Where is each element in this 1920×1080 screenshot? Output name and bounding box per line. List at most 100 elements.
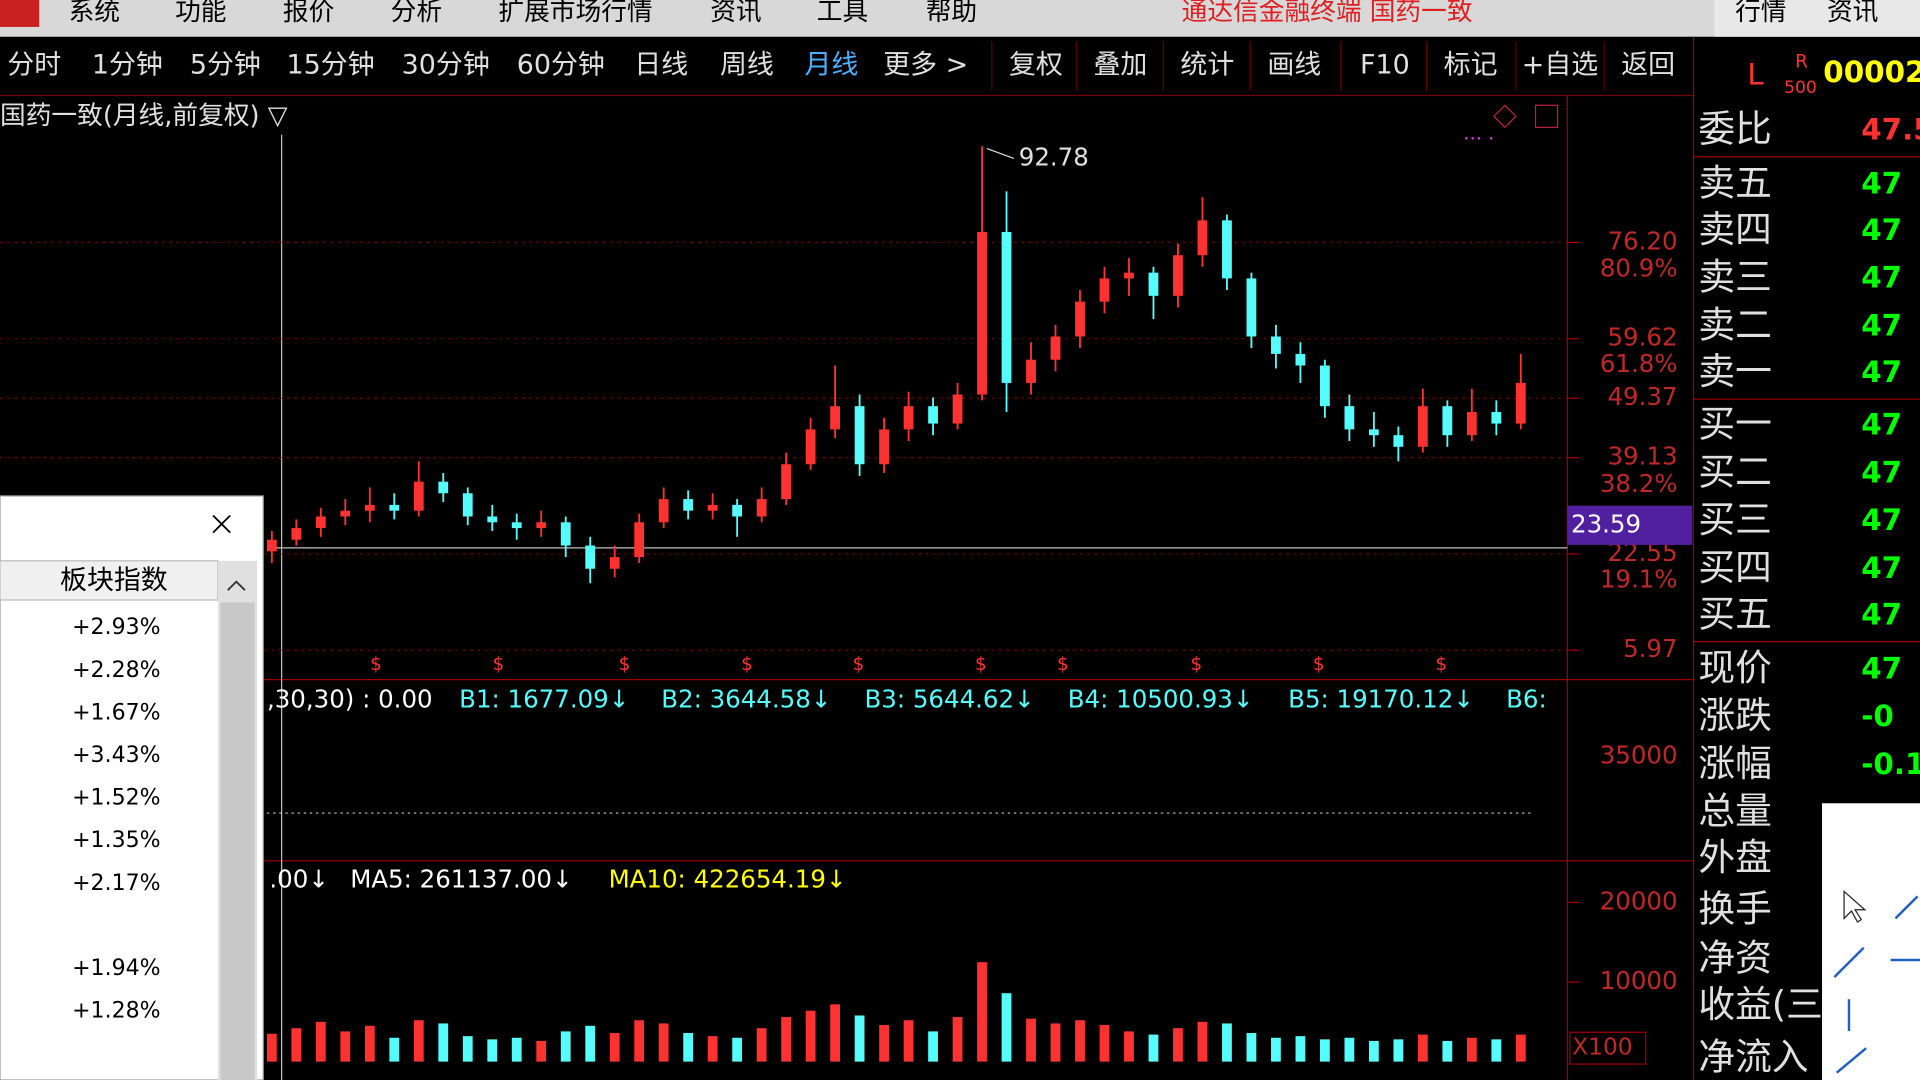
toolbar-button[interactable]: 60分钟 bbox=[517, 50, 605, 81]
diamond-icon[interactable] bbox=[1493, 104, 1517, 129]
quote-value: 47 bbox=[1861, 355, 1902, 389]
fib-label: 80.9% bbox=[1600, 253, 1678, 282]
volume-bar bbox=[609, 1032, 620, 1062]
quote-label: 换手 bbox=[1698, 888, 1771, 931]
line-tool[interactable] bbox=[1894, 895, 1919, 920]
indicator-label: ,30,30) : 0.00 bbox=[267, 684, 433, 713]
menu-item[interactable]: 资讯 bbox=[1827, 0, 1878, 27]
toolbar-button[interactable]: F10 bbox=[1360, 50, 1410, 81]
max-label: 92.78 bbox=[1019, 142, 1089, 171]
quote-label: 卖一 bbox=[1698, 350, 1771, 393]
y-tick-label: 20000 bbox=[1600, 886, 1678, 915]
toolbar-button[interactable]: 1分钟 bbox=[92, 50, 163, 81]
volume-label: MA5: 261137.00↓ bbox=[350, 864, 572, 893]
sector-change[interactable]: +1.28% bbox=[72, 999, 160, 1024]
sector-change[interactable]: +3.43% bbox=[72, 743, 160, 768]
quote-value: 47 bbox=[1861, 551, 1902, 585]
sector-change[interactable]: +1.67% bbox=[72, 700, 160, 725]
toolbar-button[interactable]: 复权 bbox=[1009, 50, 1063, 81]
volume-bar bbox=[1271, 1037, 1281, 1062]
scroll-thumb[interactable] bbox=[220, 602, 255, 1080]
price-panel: 国药一致(月线,前复权) ▽76.2059.6249.3739.1322.555… bbox=[0, 101, 1693, 675]
menu-right bbox=[1714, 0, 1920, 37]
candle-body bbox=[1515, 382, 1526, 424]
quote-label: 卖五 bbox=[1698, 161, 1771, 204]
sector-change[interactable]: +1.35% bbox=[72, 828, 160, 853]
volume-bar bbox=[585, 1025, 596, 1062]
menu-item[interactable]: 帮助 bbox=[926, 0, 977, 27]
volume-bar bbox=[658, 1023, 669, 1062]
menu-item[interactable]: 资讯 bbox=[710, 0, 761, 27]
toolbar-button[interactable]: 标记 bbox=[1444, 50, 1498, 81]
ray-tool[interactable] bbox=[1833, 946, 1865, 979]
toolbar-button[interactable]: 返回 bbox=[1621, 50, 1675, 81]
sector-change[interactable]: +2.17% bbox=[72, 871, 160, 896]
sector-change[interactable]: +1.94% bbox=[72, 956, 160, 981]
sector-change[interactable]: +1.52% bbox=[72, 786, 160, 811]
toolbar-button[interactable]: 分时 bbox=[7, 50, 61, 81]
candle-body bbox=[536, 522, 547, 529]
fib-label: 19.1% bbox=[1600, 564, 1678, 593]
candle-body bbox=[1148, 272, 1159, 296]
volume-bar bbox=[1075, 1020, 1085, 1062]
indicator-label: B3: 5644.62↓ bbox=[864, 684, 1034, 713]
toolbar-button[interactable]: 日线 bbox=[634, 50, 688, 81]
menu-item[interactable]: 扩展市场行情 bbox=[498, 0, 652, 27]
volume-bar bbox=[536, 1040, 547, 1062]
toolbar-button[interactable]: 更多 > bbox=[883, 50, 968, 81]
y-tick-label: 59.62 bbox=[1607, 323, 1677, 352]
close-button[interactable] bbox=[212, 514, 231, 534]
candle-body bbox=[707, 504, 718, 511]
indicator-label: B6: bbox=[1506, 684, 1547, 713]
candle-body bbox=[1393, 435, 1404, 447]
volume-bar bbox=[487, 1039, 498, 1062]
candle-body bbox=[1026, 359, 1036, 383]
menu-item[interactable]: 系统 bbox=[69, 0, 120, 27]
stock-code: 00002 bbox=[1823, 55, 1920, 89]
candle-body bbox=[1320, 365, 1330, 407]
signal-mark: $ bbox=[493, 654, 505, 675]
volume-bar bbox=[438, 1023, 449, 1062]
y-tick-label: 10000 bbox=[1600, 966, 1678, 995]
volume-bar bbox=[1099, 1025, 1110, 1062]
sector-change[interactable]: +2.28% bbox=[72, 658, 160, 683]
indicator-label: B4: 10500.93↓ bbox=[1068, 684, 1254, 713]
scroll-up[interactable] bbox=[227, 580, 246, 591]
toolbar-button[interactable]: +自选 bbox=[1522, 50, 1598, 81]
candle-body bbox=[266, 539, 277, 552]
menu-item[interactable]: 行情 bbox=[1735, 0, 1786, 27]
channel-tool[interactable] bbox=[1835, 1047, 1867, 1074]
toolbar-button[interactable]: 月线 bbox=[804, 50, 858, 81]
candle-body bbox=[634, 522, 645, 558]
menu-item[interactable]: 工具 bbox=[817, 0, 868, 27]
sector-change[interactable]: +2.93% bbox=[72, 615, 160, 640]
crosshair-value: 23.59 bbox=[1571, 509, 1641, 538]
candle-body bbox=[389, 504, 400, 511]
toolbar-button[interactable]: 统计 bbox=[1180, 50, 1234, 81]
toolbar-button[interactable]: 15分钟 bbox=[287, 50, 375, 81]
menu-item[interactable]: 功能 bbox=[175, 0, 226, 27]
volume-bar bbox=[413, 1020, 424, 1062]
toolbar-button[interactable]: 叠加 bbox=[1093, 50, 1147, 81]
drawing-tools bbox=[1822, 803, 1920, 1080]
menu-item[interactable]: 分析 bbox=[391, 0, 442, 27]
toolbar-button[interactable]: 画线 bbox=[1267, 50, 1321, 81]
pointer-tool[interactable] bbox=[1843, 890, 1867, 923]
toolbar-button[interactable]: 30分钟 bbox=[402, 50, 490, 81]
signal-mark: $ bbox=[619, 654, 631, 675]
volume-bar bbox=[1491, 1039, 1502, 1062]
toolbar-button[interactable]: 周线 bbox=[720, 50, 774, 81]
toolbar-button[interactable]: 5分钟 bbox=[190, 50, 261, 81]
panel-icon[interactable] bbox=[1534, 104, 1559, 128]
volume-label: MA10: 422654.19↓ bbox=[609, 864, 847, 893]
volume-bar bbox=[389, 1037, 400, 1062]
candle-body bbox=[1246, 278, 1257, 337]
menu-item[interactable]: 报价 bbox=[283, 0, 334, 27]
signal-mark: $ bbox=[1190, 654, 1202, 675]
level-flag: 500 bbox=[1784, 78, 1817, 98]
candle-body bbox=[1368, 429, 1379, 436]
app-title: 通达信金融终端 国药一致 bbox=[1182, 0, 1473, 27]
y-tick-label: 76.20 bbox=[1607, 226, 1677, 255]
